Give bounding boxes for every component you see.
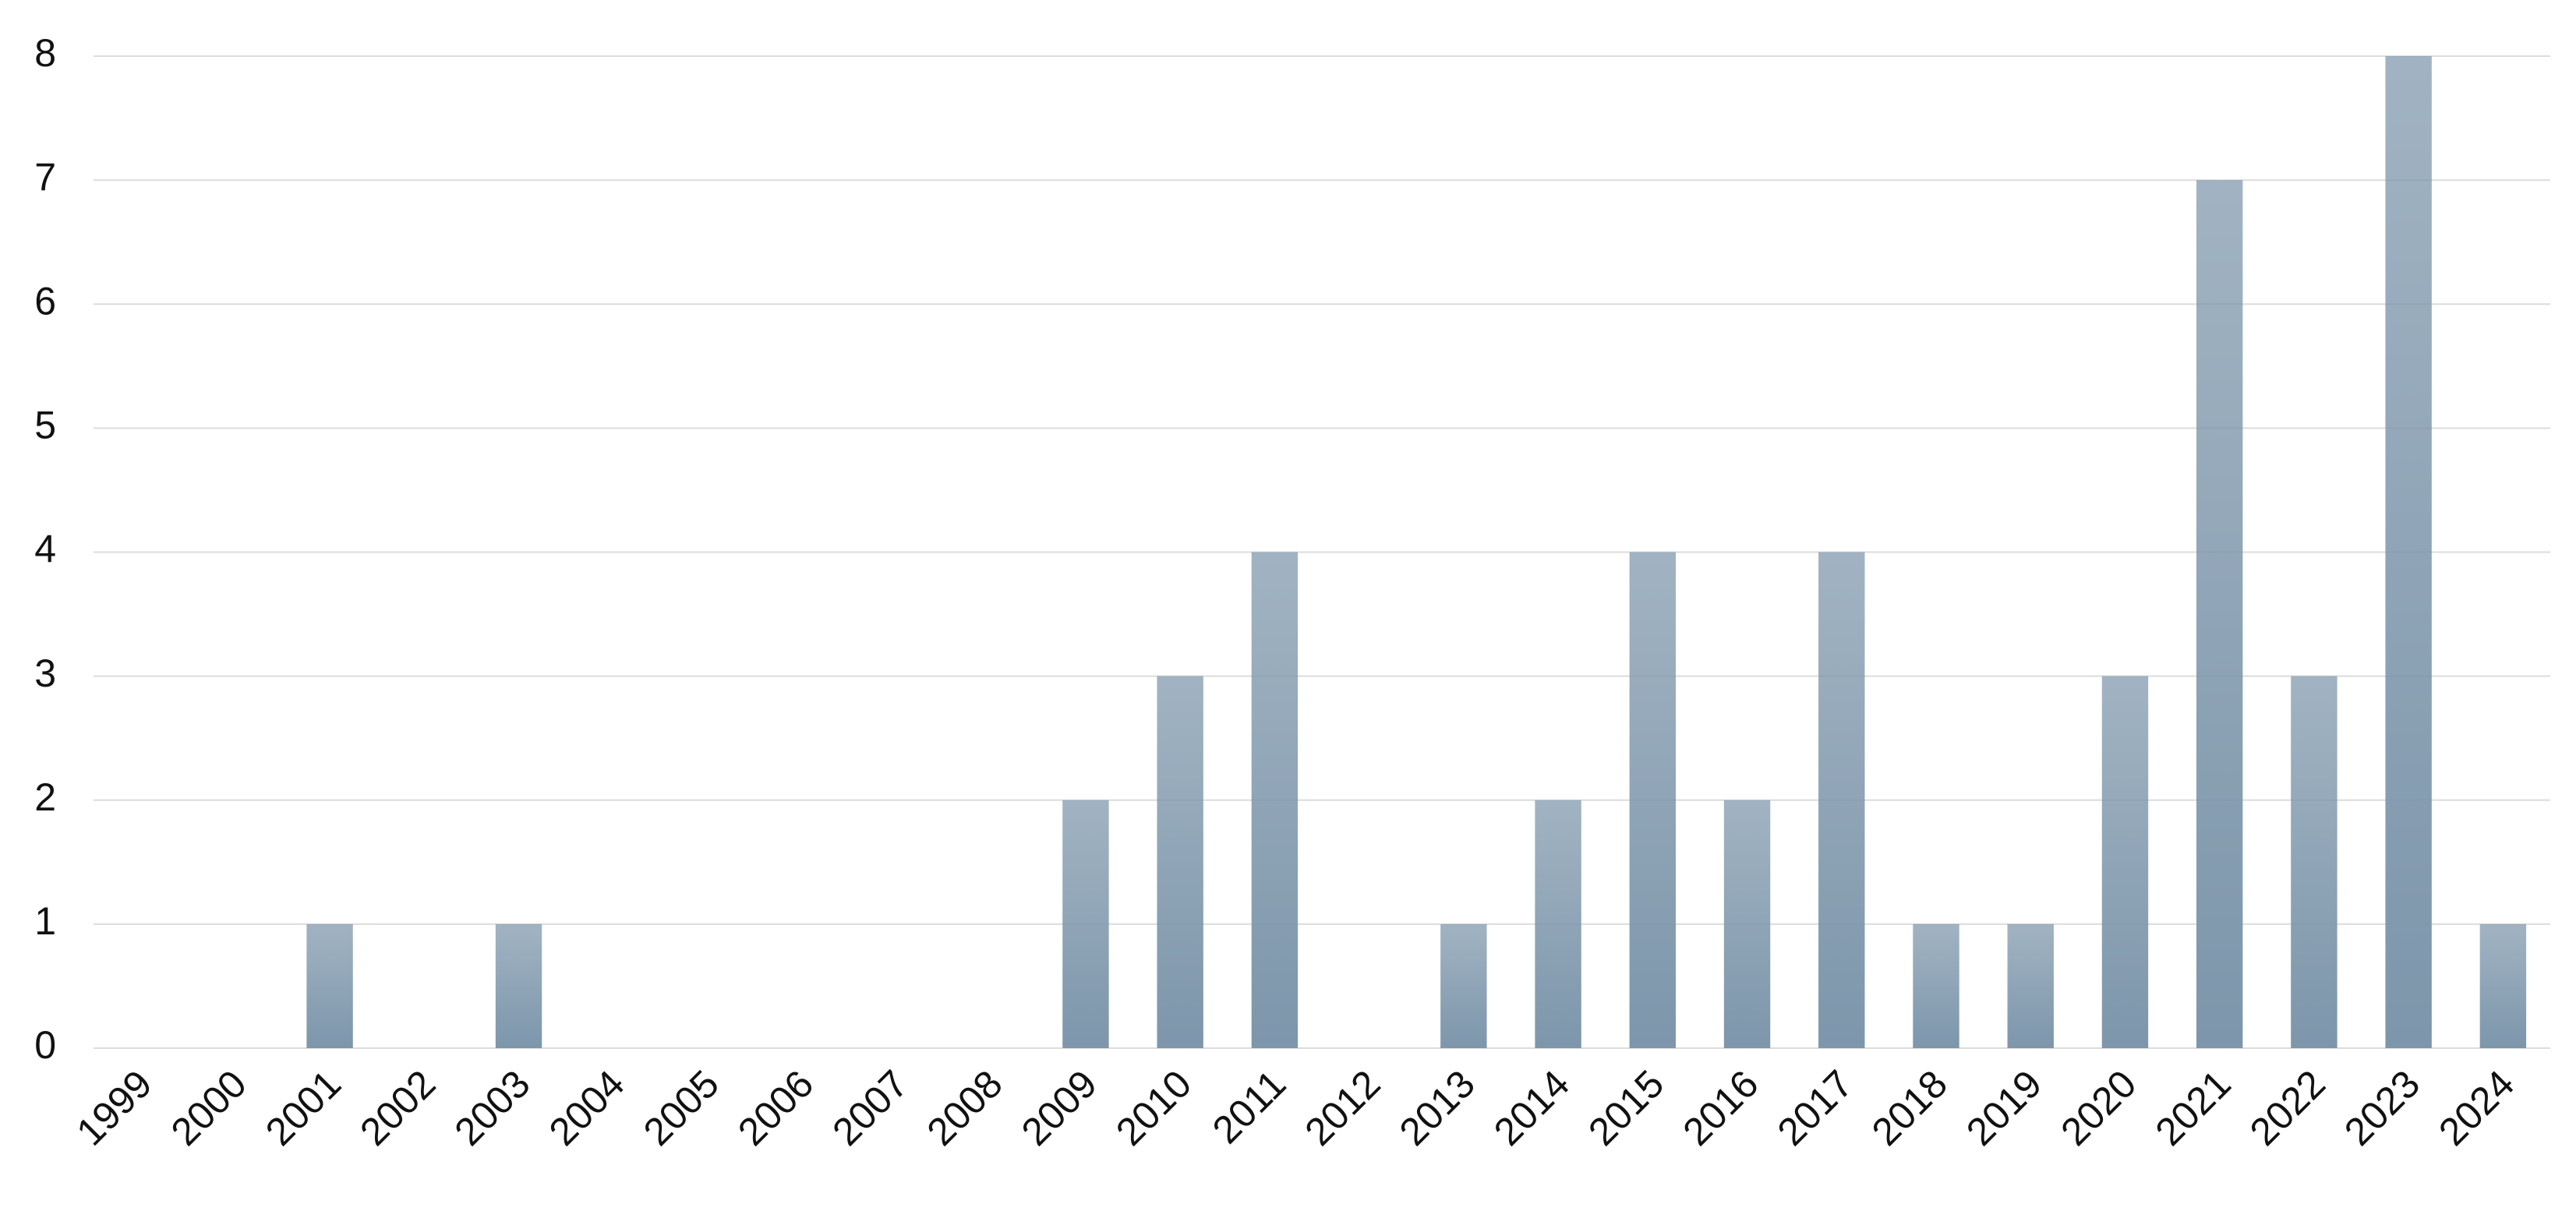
bar xyxy=(2385,56,2432,1048)
y-tick-label: 7 xyxy=(34,155,56,199)
bar xyxy=(1723,800,1771,1048)
bar xyxy=(2291,676,2337,1048)
x-tick-label: 2017 xyxy=(1769,1062,1861,1154)
x-tick-label: 2006 xyxy=(730,1062,822,1154)
bar xyxy=(1818,552,1865,1048)
x-tick-label: 2024 xyxy=(2430,1062,2522,1154)
bar xyxy=(1062,800,1109,1048)
bar xyxy=(2007,923,2054,1048)
y-tick-label: 1 xyxy=(34,899,56,943)
x-tick-label: 2003 xyxy=(446,1062,538,1154)
x-tick-label: 2013 xyxy=(1391,1062,1483,1154)
x-tick-label: 2019 xyxy=(1958,1062,2050,1154)
bar xyxy=(2101,676,2149,1048)
x-tick-label: 2010 xyxy=(1108,1062,1200,1154)
x-tick-label: 2015 xyxy=(1580,1062,1672,1154)
y-tick-label: 8 xyxy=(34,31,56,75)
x-tick-label: 2020 xyxy=(2052,1062,2144,1154)
x-tick-label: 2016 xyxy=(1674,1062,1766,1154)
x-tick-label: 2007 xyxy=(824,1062,916,1154)
x-tick-label: 2001 xyxy=(257,1062,349,1154)
x-tick-label: 1999 xyxy=(68,1062,160,1154)
bar xyxy=(495,923,542,1048)
y-tick-label: 5 xyxy=(34,404,56,447)
x-tick-label: 2000 xyxy=(163,1062,255,1154)
x-tick-label: 2002 xyxy=(352,1062,443,1154)
bar xyxy=(2196,180,2243,1048)
bar xyxy=(1629,552,1677,1048)
y-tick-label: 6 xyxy=(34,279,56,323)
x-tick-label: 2005 xyxy=(635,1062,727,1154)
y-tick-label: 2 xyxy=(34,775,56,819)
bar xyxy=(1440,923,1487,1048)
x-tick-label: 2008 xyxy=(919,1062,1011,1154)
y-tick-label: 0 xyxy=(34,1023,56,1067)
bar xyxy=(2479,923,2527,1048)
y-tick-label: 4 xyxy=(34,528,56,571)
bar xyxy=(1157,676,1203,1048)
x-tick-label: 2018 xyxy=(1864,1062,1956,1154)
bar xyxy=(1913,923,1959,1048)
x-tick-label: 2009 xyxy=(1013,1062,1105,1154)
x-tick-label: 2012 xyxy=(1296,1062,1388,1154)
y-tick-label: 3 xyxy=(34,651,56,695)
x-tick-label: 2021 xyxy=(2147,1062,2239,1154)
bar xyxy=(1251,552,1299,1048)
bar xyxy=(306,923,353,1048)
x-tick-label: 2023 xyxy=(2336,1062,2428,1154)
x-tick-label: 2011 xyxy=(1204,1062,1295,1153)
bar xyxy=(1535,800,1581,1048)
x-tick-label: 2004 xyxy=(541,1062,633,1154)
x-tick-label: 2014 xyxy=(1486,1062,1578,1154)
x-tick-label: 2022 xyxy=(2242,1062,2334,1154)
